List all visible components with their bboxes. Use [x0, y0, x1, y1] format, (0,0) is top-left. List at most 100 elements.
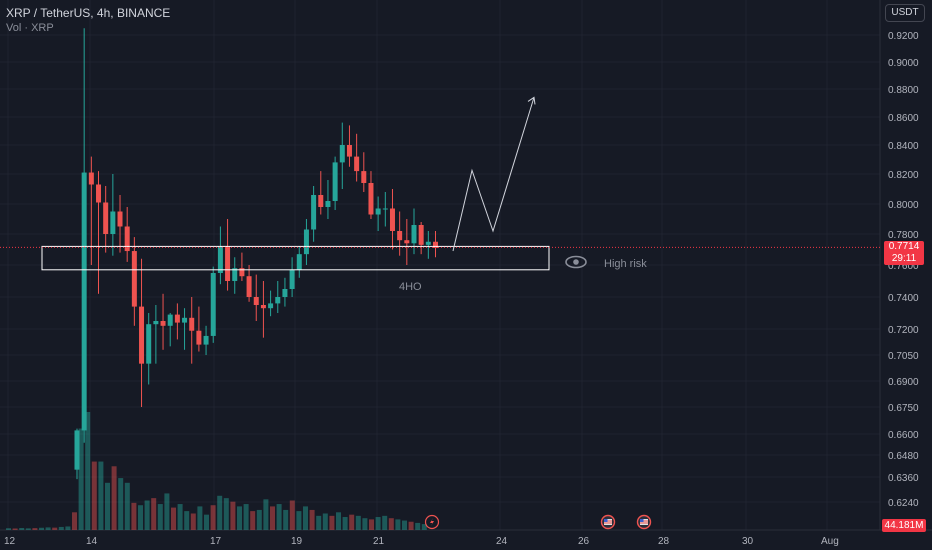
currency-button[interactable]: USDT [885, 4, 925, 22]
volume-bars [6, 412, 427, 530]
candle-body [96, 184, 102, 203]
volume-bar [210, 505, 216, 530]
candle-body [275, 297, 281, 304]
volume-bar [349, 514, 355, 530]
candle-body [110, 211, 116, 234]
drawing-overlay [0, 96, 880, 271]
candle-body [289, 269, 295, 289]
time-tick-label: 19 [291, 536, 303, 547]
volume-bar [138, 505, 143, 530]
candle-body [160, 321, 166, 326]
volume-bar [78, 428, 84, 530]
candle-body [203, 335, 209, 345]
candle-body [404, 240, 410, 244]
volume-bar [157, 504, 163, 530]
volume-bar [408, 521, 414, 530]
price-tick-label: 0.7050 [888, 351, 919, 362]
candle-body [246, 276, 252, 297]
candle-body [303, 229, 309, 255]
volume-bar [355, 515, 361, 530]
candle-body [354, 156, 360, 172]
last-price-tag: 0.7714 29:11 [884, 241, 924, 265]
candle-body [167, 314, 173, 326]
candle-body [74, 430, 80, 470]
volume-bar [322, 513, 328, 530]
price-tick-label: 0.9200 [888, 31, 919, 42]
risk-label: High risk [604, 258, 647, 270]
time-tick-label: 24 [496, 536, 508, 547]
price-tick-label: 0.8400 [888, 141, 919, 152]
time-tick-label: 17 [210, 536, 222, 547]
volume-bar [6, 528, 11, 530]
volume-bar [58, 526, 64, 530]
price-tick-label: 0.6480 [888, 451, 919, 462]
volume-bar [85, 412, 91, 530]
time-tick-label: 14 [86, 536, 98, 547]
volume-bar [217, 495, 223, 530]
candle-body [88, 172, 94, 185]
candle-body [296, 254, 302, 270]
symbol-title[interactable]: XRP / TetherUS, 4h, BINANCE [6, 6, 171, 20]
candle-body [217, 246, 223, 273]
volume-bar [197, 506, 203, 530]
volume-bar [256, 509, 262, 530]
candle-body [189, 317, 195, 331]
time-tick-label: 28 [658, 536, 670, 547]
volume-bar [72, 512, 77, 530]
volume-bar [243, 504, 249, 530]
candle-body [103, 202, 109, 234]
volume-bar [303, 506, 308, 530]
candle-body [346, 145, 352, 157]
volume-legend[interactable]: Vol · XRP [6, 22, 54, 34]
volume-bar [296, 511, 302, 530]
price-tick-label: 0.7600 [888, 261, 919, 272]
volume-bar [52, 527, 58, 530]
candle-body [282, 289, 288, 297]
volume-bar [144, 500, 150, 530]
volume-bar [25, 528, 31, 530]
candle-body [311, 195, 317, 230]
volume-bar [230, 501, 236, 530]
price-tick-label: 0.6900 [888, 377, 919, 388]
volume-bar [105, 482, 110, 530]
projection-path [452, 97, 535, 252]
bar-countdown: 29:11 [891, 253, 917, 264]
lightning-icon[interactable] [424, 514, 440, 530]
volume-bar [131, 502, 137, 530]
eye-icon[interactable] [565, 255, 587, 269]
volume-tag: 44.181M [882, 519, 926, 532]
candle-body [418, 225, 424, 245]
candle-body [268, 303, 274, 309]
time-tick-label: Aug [821, 536, 839, 547]
price-tick-label: 0.7200 [888, 325, 919, 336]
time-tick-label: 12 [4, 536, 16, 547]
volume-bar [402, 520, 407, 530]
candle-body [196, 330, 202, 345]
price-tick-label: 0.6360 [888, 473, 919, 484]
volume-bar [12, 528, 18, 530]
volume-bar [19, 527, 25, 530]
candle-body [131, 251, 137, 307]
candle-body [375, 208, 381, 215]
volume-bar [336, 512, 341, 530]
volume-bar [395, 519, 401, 530]
us-flag-icon[interactable] [636, 514, 652, 530]
candle-body [124, 226, 130, 252]
zone-label: 4HO [399, 281, 422, 293]
price-tick-label: 0.8600 [888, 113, 919, 124]
volume-bar [190, 513, 196, 530]
volume-bar [171, 507, 176, 530]
volume-bar [177, 504, 183, 530]
candle-body [411, 225, 417, 244]
candle-body [361, 171, 367, 183]
us-flag-icon[interactable] [600, 514, 616, 530]
price-tick-label: 0.6750 [888, 403, 919, 414]
candle-body [433, 241, 438, 248]
projection-arrowhead [527, 96, 536, 105]
volume-bar [362, 518, 368, 530]
volume-bar [98, 461, 104, 530]
volume-bar [309, 509, 315, 530]
time-tick-label: 26 [578, 536, 590, 547]
volume-bar [45, 527, 51, 530]
